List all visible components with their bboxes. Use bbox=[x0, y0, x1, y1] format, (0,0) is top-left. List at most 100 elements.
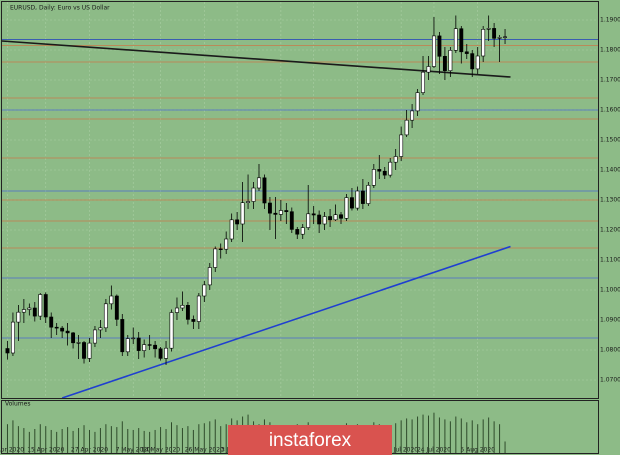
y-tick-label: 1.1600 bbox=[600, 107, 620, 114]
candle-body bbox=[158, 348, 163, 359]
candle-body bbox=[475, 55, 480, 70]
main-frame bbox=[1, 1, 599, 399]
candle-body bbox=[218, 248, 223, 250]
candle-body bbox=[333, 214, 338, 221]
candle-body bbox=[38, 294, 43, 317]
candle-body bbox=[240, 202, 245, 225]
candle-body bbox=[415, 92, 420, 112]
candle-body bbox=[87, 342, 92, 359]
candle-body bbox=[311, 213, 316, 216]
candle-body bbox=[65, 330, 70, 334]
candle-body bbox=[421, 71, 425, 93]
y-tick-label: 1.1100 bbox=[600, 257, 620, 264]
candle-body bbox=[125, 338, 130, 353]
candle-body bbox=[278, 210, 283, 215]
candle-body bbox=[71, 332, 76, 344]
candle-body bbox=[350, 197, 354, 209]
trend-line bbox=[61, 245, 511, 399]
watermark-box bbox=[228, 425, 392, 455]
candle-body bbox=[284, 210, 289, 212]
candle-body bbox=[317, 214, 322, 225]
candle-body bbox=[109, 295, 114, 305]
chart-title: EURUSD, Daily: Euro vs US Dollar bbox=[10, 5, 110, 12]
watermark: instaforex bbox=[269, 430, 352, 451]
candle-body bbox=[93, 329, 97, 344]
candle-body bbox=[16, 311, 21, 323]
candle-body bbox=[43, 294, 48, 318]
candle-body bbox=[32, 307, 37, 317]
candle-body bbox=[339, 214, 343, 219]
y-tick-label: 1.1000 bbox=[600, 287, 620, 294]
volume-title: Volumes bbox=[5, 401, 30, 408]
candle-body bbox=[470, 53, 475, 70]
candle-body bbox=[432, 35, 436, 67]
candle-body bbox=[410, 110, 415, 121]
candle-body bbox=[207, 267, 212, 286]
y-tick-label: 1.1300 bbox=[600, 197, 620, 204]
y-tick-label: 1.0800 bbox=[600, 347, 620, 354]
candle-body bbox=[196, 295, 201, 322]
candle-body bbox=[360, 190, 365, 204]
candle-body bbox=[306, 213, 311, 228]
candle-body bbox=[114, 295, 119, 320]
candle-body bbox=[54, 326, 59, 329]
y-tick-label: 1.1900 bbox=[600, 17, 620, 24]
candle-body bbox=[459, 28, 464, 53]
candle-body bbox=[120, 319, 125, 353]
candle-body bbox=[251, 187, 256, 202]
candle-body bbox=[82, 342, 86, 359]
candle-body bbox=[27, 307, 32, 310]
candle-body bbox=[169, 312, 174, 349]
y-tick-label: 1.1200 bbox=[600, 227, 620, 234]
candle-body bbox=[103, 303, 108, 329]
candle-body bbox=[153, 344, 158, 350]
candle-body bbox=[382, 170, 387, 176]
candle-body bbox=[486, 28, 491, 30]
candle-body bbox=[164, 347, 168, 359]
candle-body bbox=[377, 169, 382, 172]
candle-body bbox=[60, 327, 65, 332]
candle-body bbox=[442, 55, 447, 71]
candle-body bbox=[404, 119, 409, 136]
candle-body bbox=[289, 211, 294, 230]
candle-body bbox=[213, 248, 218, 268]
candle-body bbox=[300, 227, 305, 235]
candle-body bbox=[98, 327, 103, 331]
candle-body bbox=[267, 202, 272, 214]
trend-line bbox=[1, 40, 511, 78]
candle-body bbox=[235, 219, 240, 225]
candle-body bbox=[355, 190, 360, 209]
candle-body bbox=[437, 35, 442, 57]
candle-body bbox=[49, 316, 54, 328]
candle-body bbox=[262, 177, 267, 204]
y-tick-label: 1.1400 bbox=[600, 167, 620, 174]
candle-body bbox=[246, 201, 250, 203]
candle-body bbox=[344, 197, 349, 219]
candle-body bbox=[448, 49, 453, 71]
y-tick-label: 1.1800 bbox=[600, 47, 620, 54]
candle-body bbox=[453, 28, 458, 51]
candle-body bbox=[492, 28, 497, 39]
y-tick-label: 1.1500 bbox=[600, 137, 620, 144]
candle-body bbox=[131, 337, 136, 340]
candle-body bbox=[328, 216, 333, 221]
candle-body bbox=[273, 212, 278, 215]
candle-body bbox=[175, 307, 179, 313]
candle-body bbox=[481, 28, 486, 57]
candle-body bbox=[497, 37, 502, 39]
candle-body bbox=[10, 321, 15, 354]
candle-body bbox=[399, 134, 404, 157]
candle-body bbox=[224, 238, 229, 250]
candle-body bbox=[180, 304, 185, 309]
candle-body bbox=[366, 185, 371, 204]
candle-body bbox=[142, 344, 147, 351]
candle-body bbox=[136, 337, 141, 351]
candle-body bbox=[229, 219, 234, 240]
y-tick-label: 1.0900 bbox=[600, 317, 620, 324]
candle-body bbox=[393, 156, 398, 163]
candle-body bbox=[295, 229, 300, 235]
candle-body bbox=[464, 51, 469, 54]
candle-body bbox=[322, 216, 327, 225]
candle-body bbox=[191, 319, 196, 322]
